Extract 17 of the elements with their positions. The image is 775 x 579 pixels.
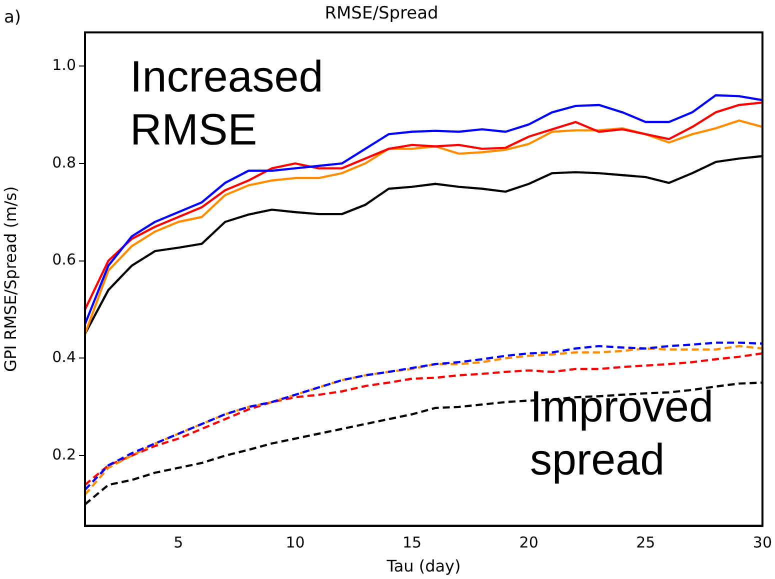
annotation: Improved spread <box>530 382 714 485</box>
x-tick-label: 20 <box>519 534 538 552</box>
x-tick-label: 25 <box>636 534 656 552</box>
x-tick-label: 30 <box>752 534 772 552</box>
x-axis-title: Tau (day) <box>386 556 461 576</box>
x-tick-label: 15 <box>402 534 422 552</box>
y-tick-label: 0.2 <box>52 446 76 464</box>
y-tick-label: 0.8 <box>52 153 76 172</box>
y-axis-title: GPI RMSE/Spread (m/s) <box>0 186 20 372</box>
text: a) <box>4 7 22 28</box>
chart-title: RMSE/Spread <box>324 4 438 24</box>
y-tick-label: 0.4 <box>52 348 76 366</box>
y-tick-label: 1.0 <box>52 56 76 74</box>
y-tick-label: 0.6 <box>52 250 76 269</box>
x-tick-label: 10 <box>286 534 305 552</box>
annotation: Increased RMSE <box>130 52 324 155</box>
x-tick-label: 5 <box>174 534 184 552</box>
